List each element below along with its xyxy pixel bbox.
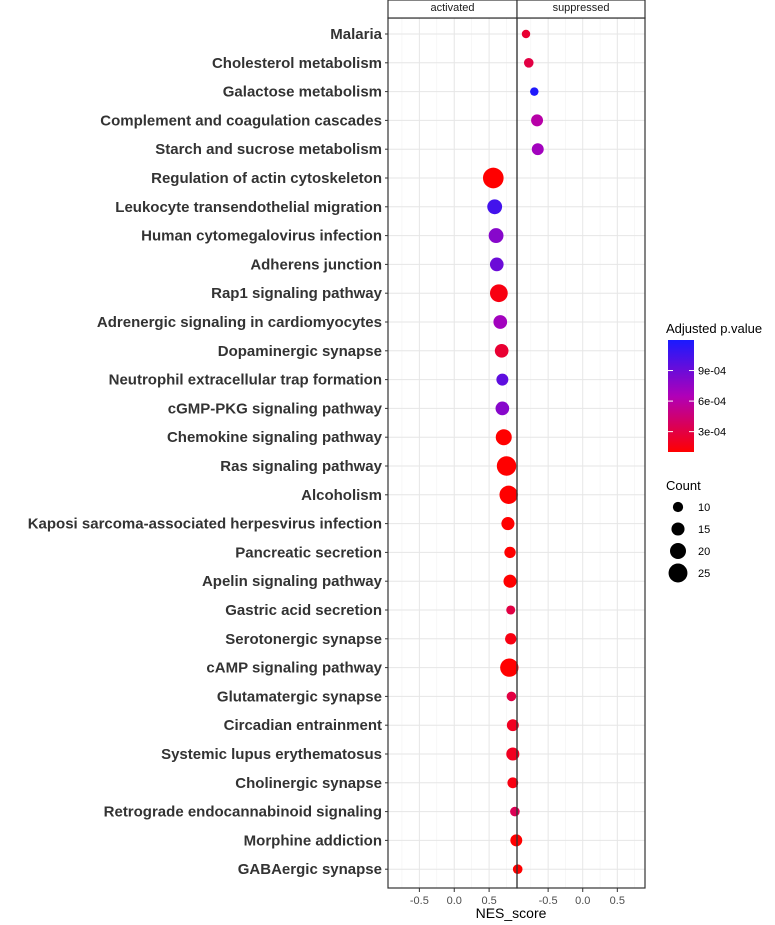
data-point — [488, 228, 504, 244]
data-point — [500, 658, 519, 677]
data-point — [507, 777, 519, 789]
y-tick-label: Dopaminergic synapse — [218, 343, 382, 360]
y-tick-label: GABAergic synapse — [238, 861, 382, 878]
data-point — [487, 199, 503, 215]
y-tick-label: Apelin signaling pathway — [202, 573, 383, 590]
data-point — [499, 485, 518, 504]
data-point — [489, 257, 504, 272]
y-tick-label: Galactose metabolism — [223, 84, 382, 101]
data-point — [495, 429, 512, 446]
data-point — [512, 864, 523, 875]
y-tick-label: Human cytomegalovirus infection — [141, 228, 382, 245]
size-legend-label: 25 — [698, 568, 710, 580]
panel-background — [517, 18, 645, 888]
size-legend-dot — [671, 522, 685, 536]
y-tick-label: Leukocyte transendothelial migration — [115, 199, 382, 216]
data-point — [493, 315, 508, 329]
y-tick-label: Circadian entrainment — [224, 717, 382, 734]
color-legend-tick-label: 6e-04 — [698, 396, 726, 408]
facet-strip-label: activated — [430, 2, 474, 14]
y-tick-label: Adrenergic signaling in cardiomyocytes — [97, 314, 382, 331]
x-axis-title: NES_score — [476, 905, 547, 921]
facet-strip — [516, 0, 646, 19]
y-tick-label: Cholinergic synapse — [235, 775, 382, 792]
y-tick-label: Regulation of actin cytoskeleton — [151, 170, 382, 187]
color-legend-title: Adjusted p.value — [666, 321, 762, 336]
data-point — [503, 574, 517, 588]
data-point — [482, 167, 504, 189]
color-legend-ticks: 3e-04 6e-04 9e-04 — [668, 366, 726, 439]
size-legend-label: 15 — [698, 524, 710, 536]
size-legend-items: 10 15 20 25 — [668, 501, 710, 583]
panel-frames: activated suppressed — [387, 0, 646, 889]
data-point — [504, 546, 516, 559]
data-point — [501, 517, 515, 531]
data-point — [490, 284, 508, 303]
data-points — [482, 29, 544, 875]
y-tick-label: Complement and coagulation cascades — [100, 112, 382, 129]
y-axis-labels: Malaria Cholesterol metabolism Galactose m… — [28, 26, 388, 878]
y-tick-label: Kaposi sarcoma-associated herpesvirus in… — [28, 516, 382, 533]
x-tick-label: -0.5 — [410, 895, 429, 907]
y-tick-label: Morphine addiction — [244, 832, 382, 849]
data-point — [496, 373, 509, 386]
color-legend-tick-label: 3e-04 — [698, 427, 726, 439]
data-point — [506, 691, 517, 702]
data-point — [495, 401, 510, 416]
facet-strip-label: suppressed — [553, 2, 610, 14]
size-legend-title: Count — [666, 478, 701, 493]
data-point — [510, 834, 523, 847]
y-tick-label: Retrograde endocannabinoid signaling — [104, 804, 382, 821]
data-point — [494, 343, 509, 358]
color-legend-tick-label: 9e-04 — [698, 366, 726, 378]
x-tick-label: 0.0 — [447, 895, 462, 907]
y-tick-label: Ras signaling pathway — [220, 458, 382, 475]
color-legend: Adjusted p.value 3e-04 6e-04 9e-04 — [666, 321, 762, 452]
y-tick-label: Glutamatergic synapse — [217, 688, 382, 705]
size-legend-label: 20 — [698, 546, 710, 558]
y-tick-label: cGMP-PKG signaling pathway — [168, 400, 383, 417]
data-point — [530, 87, 539, 96]
size-legend: Count 10 15 20 25 — [666, 478, 710, 583]
y-tick-label: Serotonergic synapse — [225, 631, 382, 648]
x-axis: -0.5 0.0 0.5 -0.5 0.0 0.5 — [410, 888, 625, 907]
size-legend-dot — [668, 563, 688, 583]
x-tick-label: 0.5 — [481, 895, 496, 907]
x-tick-label: 0.5 — [610, 895, 625, 907]
y-tick-label: Rap1 signaling pathway — [211, 285, 383, 302]
y-tick-label: Neutrophil extracellular trap formation — [109, 372, 382, 389]
x-tick-label: -0.5 — [539, 895, 558, 907]
color-legend-bar — [668, 340, 694, 452]
y-tick-label: Cholesterol metabolism — [212, 55, 382, 72]
data-point — [521, 29, 531, 39]
data-point — [496, 456, 517, 476]
y-tick-label: Starch and sucrose metabolism — [155, 141, 382, 158]
grid-lines — [388, 18, 645, 888]
data-point — [506, 747, 520, 761]
y-tick-label: Malaria — [330, 26, 382, 43]
y-tick-label: Adherens junction — [250, 256, 382, 273]
y-tick-label: Systemic lupus erythematosus — [161, 746, 382, 763]
size-legend-dot — [670, 543, 686, 559]
panel-background — [388, 18, 517, 888]
y-tick-label: Pancreatic secretion — [235, 544, 382, 561]
data-point — [531, 143, 544, 156]
data-point — [510, 806, 520, 817]
y-tick-label: Chemokine signaling pathway — [167, 429, 383, 446]
data-point — [523, 57, 534, 68]
y-tick-label: Gastric acid secretion — [225, 602, 382, 619]
size-legend-label: 10 — [698, 502, 710, 514]
data-point — [506, 605, 516, 615]
data-point — [531, 114, 544, 127]
data-point — [505, 633, 517, 645]
data-point — [506, 719, 519, 732]
y-tick-label: cAMP signaling pathway — [206, 660, 382, 677]
y-tick-label: Alcoholism — [301, 487, 382, 504]
size-legend-dot — [672, 501, 684, 513]
x-tick-label: 0.0 — [575, 895, 590, 907]
